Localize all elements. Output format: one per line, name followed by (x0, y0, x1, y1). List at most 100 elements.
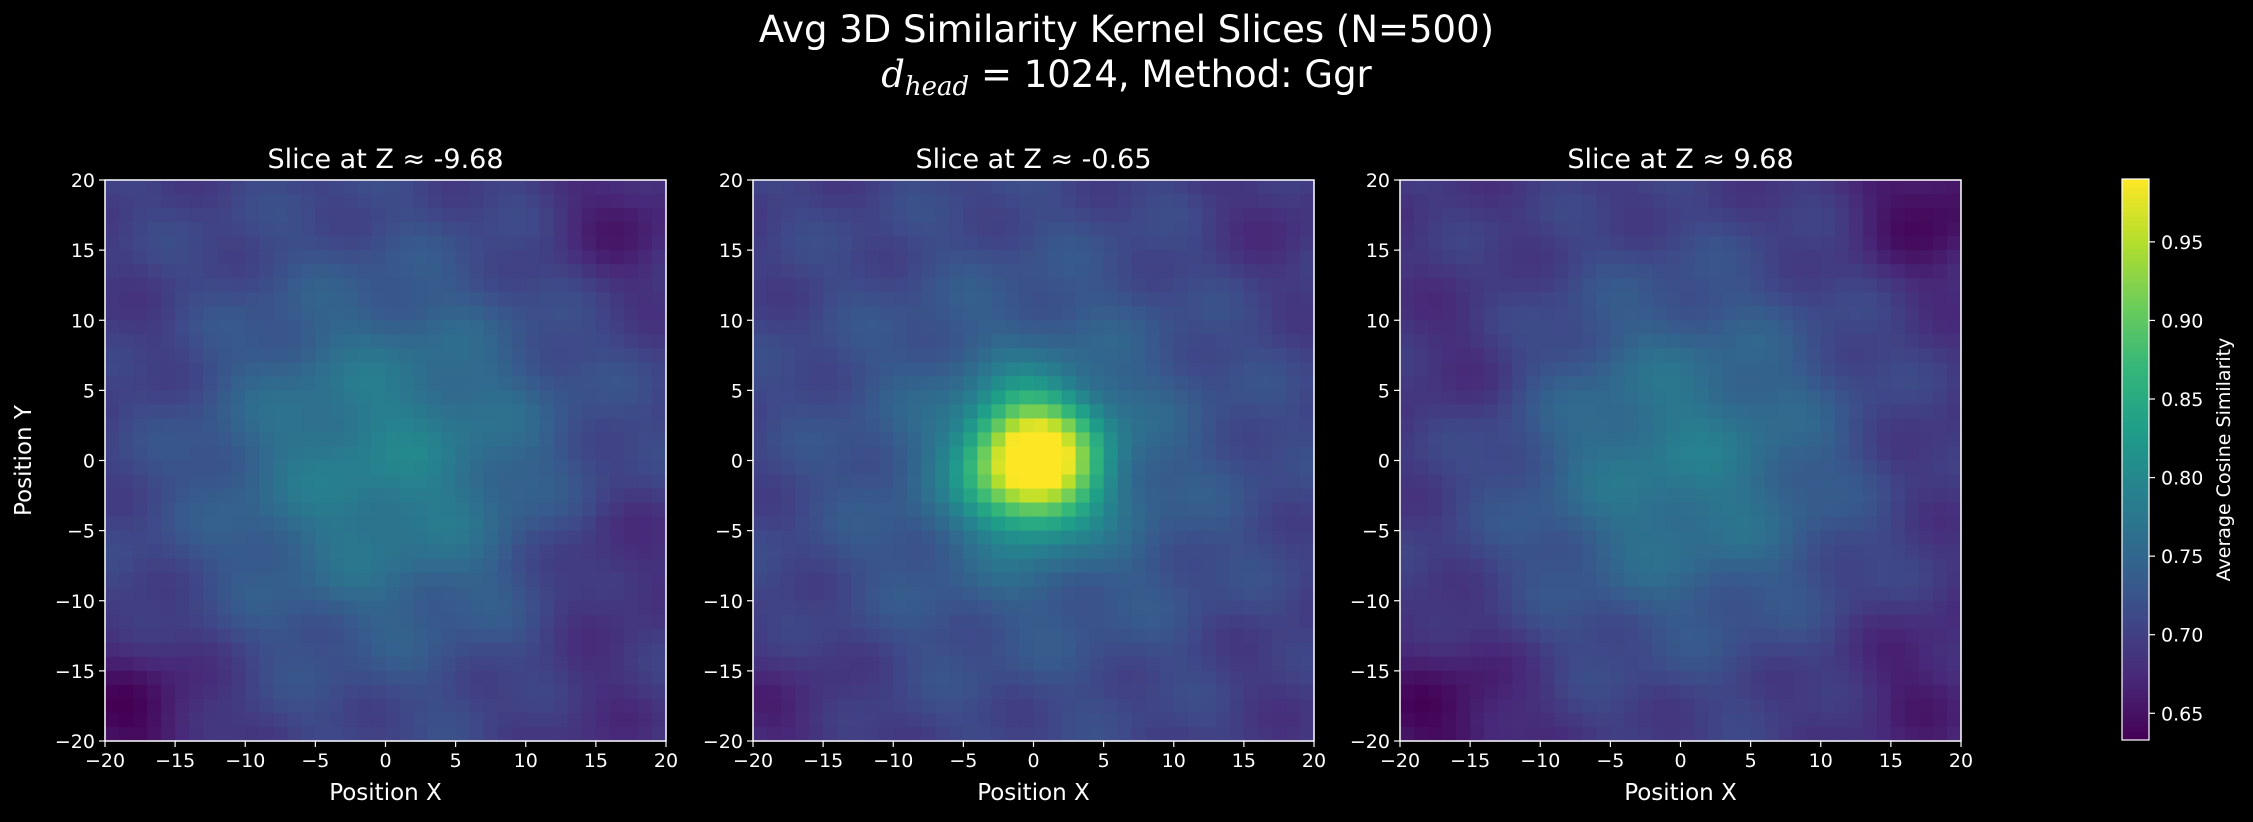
heatmap-cell (1792, 320, 1808, 335)
heatmap-cell (133, 614, 148, 630)
heatmap-cell (427, 502, 443, 518)
heatmap-cell (1512, 628, 1527, 644)
heatmap-cell (1596, 250, 1611, 265)
heatmap-cell (1117, 446, 1133, 462)
heatmap-cell (105, 586, 120, 602)
heatmap-cell (371, 180, 387, 195)
heatmap-cell (1400, 362, 1415, 377)
heatmap-cell (1946, 264, 1962, 279)
heatmap-cell (301, 278, 316, 293)
heatmap-cell (357, 348, 373, 363)
heatmap-cell (977, 474, 993, 490)
heatmap-cell (1764, 250, 1780, 265)
heatmap-cell (1428, 348, 1443, 363)
heatmap-cell (1750, 628, 1766, 644)
heatmap-cell (483, 572, 499, 588)
heatmap-cell (1299, 208, 1315, 223)
heatmap-cell (1285, 530, 1301, 546)
heatmap-cell (105, 194, 120, 209)
heatmap-cell (851, 726, 866, 742)
heatmap-cell (1428, 250, 1443, 265)
heatmap-cell (147, 614, 162, 630)
heatmap-cell (105, 684, 120, 700)
heatmap-cell (837, 670, 852, 686)
heatmap-cell (483, 432, 499, 448)
heatmap-cell (1498, 712, 1513, 728)
heatmap-cell (795, 516, 810, 532)
heatmap-cell (1047, 418, 1063, 434)
heatmap-cell (385, 712, 401, 728)
heatmap-cell (651, 502, 667, 518)
heatmap-cell (1400, 278, 1415, 293)
heatmap-cell (837, 460, 852, 476)
heatmap-cell (1428, 390, 1443, 406)
heatmap-cell (1638, 726, 1654, 742)
heatmap-cell (907, 376, 922, 391)
heatmap-cell (1582, 474, 1597, 490)
heatmap-cell (1159, 726, 1175, 742)
heatmap-cell (1624, 726, 1640, 742)
colorbar-segment (2122, 450, 2149, 456)
heatmap-cell (893, 516, 908, 532)
heatmap-cell (893, 628, 908, 644)
heatmap-cell (879, 488, 894, 504)
heatmap-cell (1498, 600, 1513, 616)
heatmap-cell (1498, 642, 1513, 658)
heatmap-cell (259, 418, 274, 434)
heatmap-cell (1145, 600, 1161, 616)
heatmap-cell (1131, 628, 1147, 644)
heatmap-cell (1400, 180, 1415, 195)
heatmap-cell (1736, 670, 1752, 686)
heatmap-cell (1806, 474, 1822, 490)
heatmap-cell (1103, 684, 1119, 700)
heatmap-cell (441, 670, 457, 686)
heatmap-cell (1946, 250, 1962, 265)
heatmap-cell (203, 236, 218, 251)
heatmap-cell (1596, 180, 1611, 195)
heatmap-cell (609, 474, 625, 490)
heatmap-cell (1484, 460, 1499, 476)
heatmap-cell (623, 446, 639, 462)
heatmap-cell (315, 278, 331, 293)
heatmap-cell (781, 180, 796, 195)
heatmap-cell (1722, 264, 1738, 279)
heatmap-cell (441, 278, 457, 293)
heatmap-cell (1568, 334, 1583, 349)
heatmap-cell (567, 698, 583, 714)
heatmap-cell (1778, 180, 1794, 195)
heatmap-cell (935, 502, 950, 518)
heatmap-cell (399, 348, 415, 363)
heatmap-cell (767, 586, 782, 602)
heatmap-cell (469, 628, 485, 644)
heatmap-cell (767, 530, 782, 546)
heatmap-cell (1848, 698, 1864, 714)
heatmap-cell (1554, 320, 1569, 335)
heatmap-cell (1820, 292, 1836, 307)
heatmap-cell (1890, 670, 1906, 686)
heatmap-cell (991, 208, 1007, 223)
heatmap-cell (1428, 278, 1443, 293)
subtitle-rest: = 1024, Method: Ggr (980, 53, 1372, 96)
heatmap-cell (1061, 376, 1077, 391)
heatmap-cell (413, 628, 429, 644)
heatmap-cell (1638, 642, 1654, 658)
heatmap-cell (245, 208, 260, 223)
heatmap-cell (217, 558, 232, 574)
heatmap-cell (567, 194, 583, 209)
heatmap-cell (907, 502, 922, 518)
heatmap-cell (1201, 530, 1217, 546)
heatmap-cell (1946, 656, 1962, 672)
heatmap-cell (371, 670, 387, 686)
heatmap-cell (273, 320, 288, 335)
heatmap-cell (781, 670, 796, 686)
heatmap-cell (623, 516, 639, 532)
heatmap-cell (1680, 320, 1696, 335)
heatmap-cell (1624, 670, 1640, 686)
heatmap-cell (809, 670, 824, 686)
heatmap-cell (623, 306, 639, 321)
heatmap-cell (1820, 264, 1836, 279)
heatmap-cell (977, 404, 993, 420)
heatmap-cell (175, 432, 190, 448)
heatmap-cell (1862, 558, 1878, 574)
heatmap-cell (455, 306, 471, 321)
